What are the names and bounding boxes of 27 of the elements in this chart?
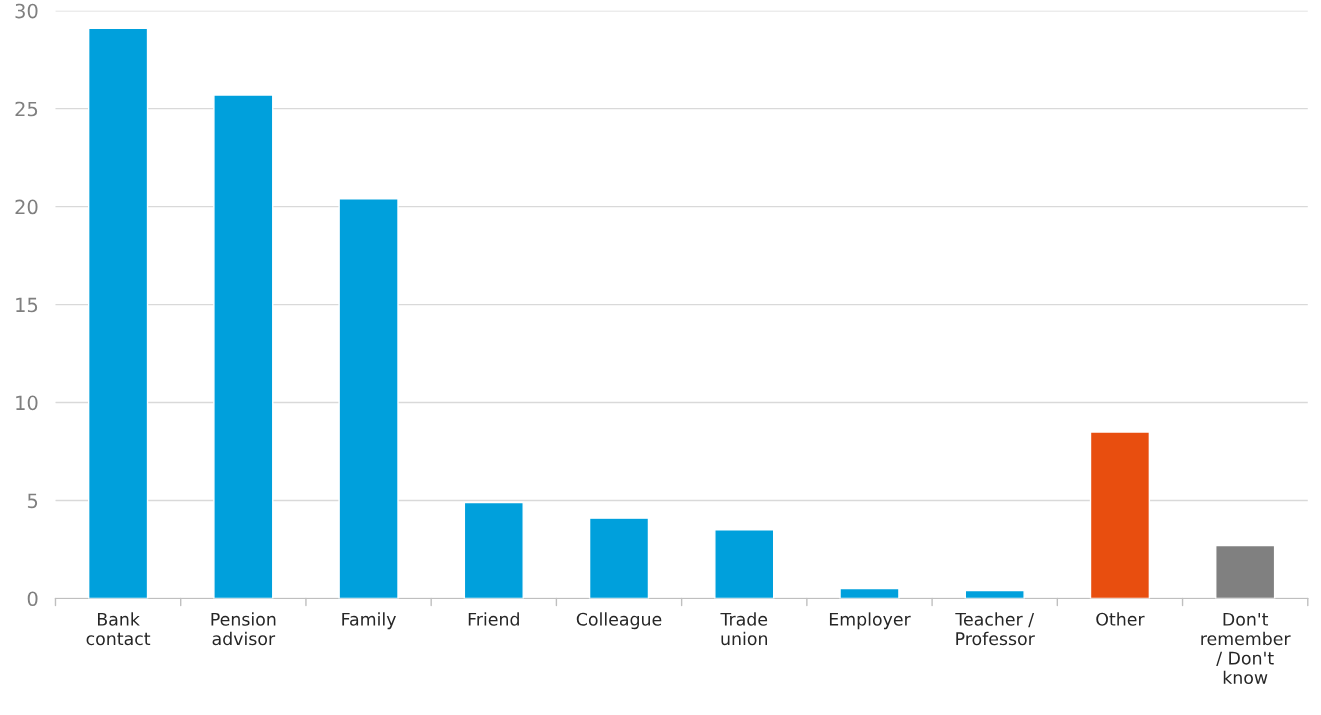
x-tick-label: Colleague [576,612,662,630]
bar [1089,431,1151,599]
bar [1215,544,1276,599]
y-tick-label: 20 [15,199,38,215]
bar [463,501,524,599]
bar [87,27,149,599]
x-tick-label: Trade union [720,612,768,646]
bar [964,589,1025,599]
x-tick-label: Other [1096,612,1145,626]
x-tick-label: Friend [468,612,519,626]
y-tick-label: 5 [27,493,38,509]
bar [714,529,775,599]
x-tick-label: Employer [829,612,911,630]
x-tick-label: Don't remember / Don't know [1201,612,1291,685]
y-tick-label: 30 [15,3,38,19]
bar [338,198,399,599]
y-tick-label: 10 [16,395,38,411]
bar [588,517,650,599]
y-tick-label: 0 [27,591,38,607]
x-tick-label: Family [342,612,396,630]
bar [213,94,274,599]
y-tick-label: 25 [15,101,38,117]
x-tick-label: Pension advisor [211,612,276,646]
y-tick-label: 15 [16,297,38,313]
bar [839,587,900,599]
x-tick-label: Teacher / Professor [955,612,1035,646]
x-tick-label: Bank contact [86,612,151,646]
